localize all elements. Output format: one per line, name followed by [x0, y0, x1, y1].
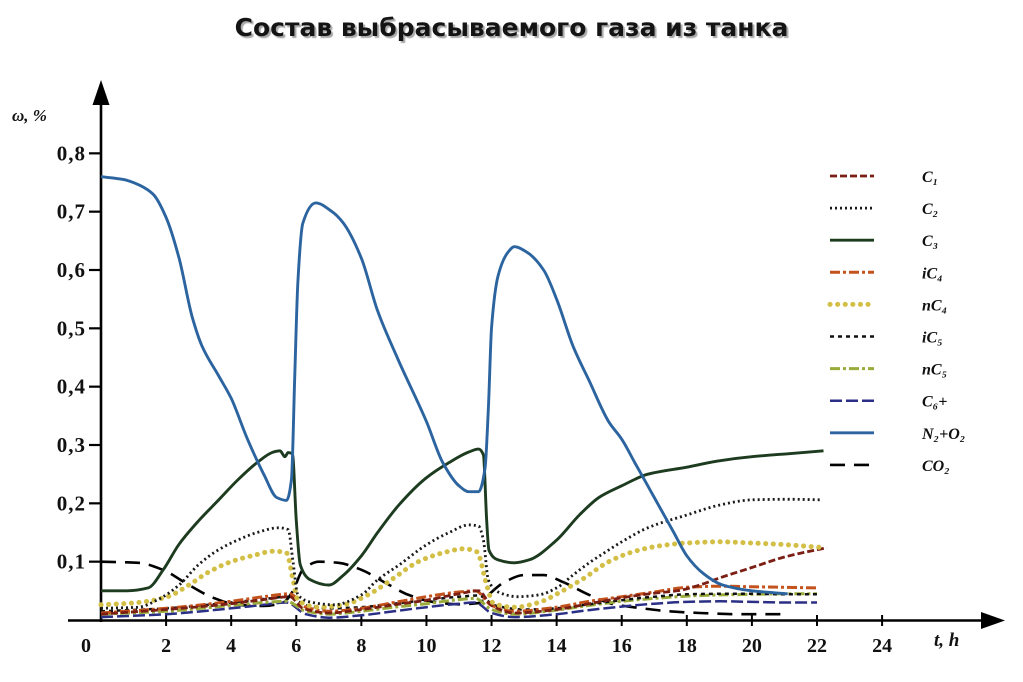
legend-item-nc4: nC₄: [827, 297, 947, 314]
y-tick-label: 0,2: [57, 491, 86, 515]
legend-label: nC₄: [922, 297, 947, 314]
y-tick-label: 0,7: [57, 200, 86, 224]
x-axis-title: t, h: [934, 630, 959, 651]
y-axis-title: ω, %: [12, 106, 47, 125]
x-tick-label: 4: [226, 635, 236, 657]
x-tick-label: 2: [161, 635, 171, 657]
plot-area: [98, 175, 828, 619]
series-line-c2: [100, 497, 821, 610]
x-tick-label: 24: [872, 635, 892, 657]
legend-label: nC₅: [922, 362, 947, 379]
x-tick-label: 22: [807, 635, 827, 657]
x-tick-label: 14: [547, 635, 567, 657]
legend-item-n2-o2: N₂+O₂: [830, 426, 965, 443]
legend-label: C₆+: [922, 394, 947, 411]
legend-item-ic4: iC₄: [830, 265, 943, 282]
legend-item-c6: C₆+: [830, 394, 947, 411]
y-tick-label: 0,5: [57, 316, 86, 340]
legend-item-co2: CO₂: [830, 458, 950, 475]
series-line-nc4: [98, 539, 826, 610]
x-tick-label: 16: [612, 635, 632, 657]
x-tick-label: 20: [742, 635, 762, 657]
x-tick-label: 18: [677, 635, 697, 657]
legend-label: CO₂: [922, 458, 950, 475]
x-tick-label: 6: [291, 635, 301, 657]
chart-title: Состав выбрасываемого газа из танка: [234, 13, 789, 42]
x-tick-label: 12: [482, 635, 502, 657]
series-line-c6: [100, 600, 817, 619]
legend-label: iC₄: [922, 265, 943, 282]
y-tick-label: 0,6: [57, 258, 86, 282]
legend-label: N₂+O₂: [921, 426, 965, 443]
y-tick-label: 0,1: [57, 550, 86, 574]
origin-label: 0: [81, 635, 91, 657]
legend-item-c1: C₁: [830, 169, 938, 186]
x-axis-arrow: [981, 612, 1005, 629]
legend: C₁ C₂ C₃ iC₄ nC₄ iC₅ nC₅ C₆+ N₂+O₂ CO₂: [827, 169, 965, 475]
series-line-nc5: [100, 592, 817, 616]
axes: ω, % t, h 0: [12, 80, 1005, 657]
series-line-c1: [100, 546, 828, 616]
y-axis-arrow: [92, 80, 110, 105]
series-line-n2-o2: [100, 175, 788, 596]
legend-label: C₂: [922, 201, 938, 218]
legend-item-ic5: iC₅: [830, 330, 943, 347]
y-tick-label: 0,3: [57, 433, 86, 457]
legend-label: C₁: [922, 169, 938, 186]
legend-item-c3: C₃: [830, 233, 938, 250]
legend-item-nc5: nC₅: [830, 362, 947, 379]
legend-label: C₃: [922, 233, 938, 250]
legend-item-c2: C₂: [830, 201, 938, 218]
legend-label: iC₅: [922, 330, 943, 347]
series-line-c3: [101, 447, 824, 593]
y-tick-label: 0,8: [57, 141, 86, 165]
x-tick-label: 8: [356, 635, 366, 657]
ticks: 0,10,20,30,40,50,60,70,82 4 6 8 10 12 14 16 18 20…: [57, 141, 892, 657]
x-tick-label: 10: [416, 635, 436, 657]
y-tick-label: 0,4: [57, 375, 86, 399]
